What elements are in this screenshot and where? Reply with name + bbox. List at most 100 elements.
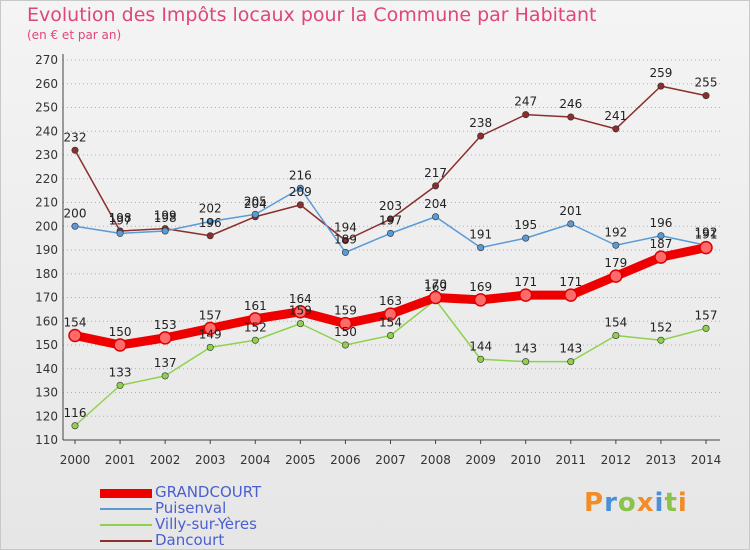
data-point xyxy=(473,293,488,307)
y-tick-label: 220 xyxy=(35,172,58,186)
x-tick-label: 2001 xyxy=(105,453,136,467)
data-label: 170 xyxy=(424,278,447,292)
y-tick-label: 260 xyxy=(35,77,58,91)
x-tick-label: 2005 xyxy=(285,453,316,467)
data-label: 144 xyxy=(469,339,492,353)
data-label: 202 xyxy=(199,202,222,216)
proxiti-logo: Proxiti xyxy=(584,488,688,518)
y-tick-label: 240 xyxy=(35,124,58,138)
data-point xyxy=(567,220,575,228)
data-label: 154 xyxy=(64,316,87,330)
data-point xyxy=(657,82,665,90)
data-point xyxy=(251,210,259,218)
x-tick-label: 2014 xyxy=(691,453,722,467)
data-point xyxy=(567,358,575,366)
data-point xyxy=(567,113,575,121)
logo-letter: P xyxy=(584,488,605,518)
x-tick-label: 2006 xyxy=(330,453,361,467)
data-label: 199 xyxy=(154,209,177,223)
y-tick-label: 140 xyxy=(35,362,58,376)
data-label: 241 xyxy=(604,109,627,123)
data-label: 154 xyxy=(604,316,627,330)
x-tick-label: 2011 xyxy=(556,453,587,467)
data-point xyxy=(113,338,127,352)
data-label: 198 xyxy=(154,211,177,225)
data-label: 163 xyxy=(379,294,402,308)
data-label: 161 xyxy=(244,299,267,313)
data-label: 191 xyxy=(695,228,718,242)
data-label: 164 xyxy=(289,292,312,306)
data-label: 238 xyxy=(469,116,492,130)
legend-swatch xyxy=(100,508,152,510)
data-label: 217 xyxy=(424,166,447,180)
chart-title: Evolution des Impôts locaux pour la Comm… xyxy=(27,4,597,26)
legend-label: Puisenval xyxy=(155,499,227,517)
data-point xyxy=(158,331,172,345)
data-point xyxy=(71,222,79,230)
data-point xyxy=(296,320,304,328)
y-tick-label: 120 xyxy=(35,409,58,423)
data-point xyxy=(386,331,394,339)
data-label: 192 xyxy=(604,225,627,239)
data-point xyxy=(383,307,398,321)
data-label: 152 xyxy=(649,320,672,334)
x-tick-label: 2010 xyxy=(510,453,541,467)
legend-swatch xyxy=(100,524,152,526)
data-point xyxy=(251,336,259,344)
legend-label: GRANDCOURT xyxy=(155,483,262,501)
data-point xyxy=(338,316,353,331)
data-label: 150 xyxy=(109,325,132,339)
data-label: 200 xyxy=(64,206,87,220)
x-tick-label: 2009 xyxy=(465,453,496,467)
data-label: 259 xyxy=(649,66,672,80)
legend-label: Villy-sur-Yères xyxy=(155,515,257,533)
data-label: 201 xyxy=(559,204,582,218)
data-label: 152 xyxy=(244,320,267,334)
legend-label: Dancourt xyxy=(155,531,225,549)
data-point xyxy=(564,288,578,302)
x-tick-label: 2003 xyxy=(195,453,226,467)
data-point xyxy=(71,146,79,154)
x-tick-label: 2000 xyxy=(60,453,91,467)
data-point xyxy=(248,312,263,326)
y-tick-label: 150 xyxy=(35,338,58,352)
data-point xyxy=(657,336,665,344)
data-point xyxy=(206,218,214,226)
y-tick-label: 200 xyxy=(35,219,58,233)
data-point xyxy=(68,328,82,343)
chart-subtitle: (en € et par an) xyxy=(27,28,122,42)
data-label: 189 xyxy=(334,232,357,246)
legend-swatch xyxy=(100,540,152,542)
data-point xyxy=(161,372,169,380)
logo-letter: r xyxy=(604,488,618,518)
data-point xyxy=(699,240,713,255)
data-label: 179 xyxy=(604,256,627,270)
data-point xyxy=(296,201,304,209)
data-label: 159 xyxy=(289,304,312,318)
data-label: 192 xyxy=(695,225,718,239)
data-label: 137 xyxy=(154,356,177,370)
y-tick-label: 130 xyxy=(35,386,58,400)
data-point xyxy=(522,234,530,242)
y-tick-label: 160 xyxy=(35,314,58,328)
data-label: 197 xyxy=(109,213,132,227)
data-label: 205 xyxy=(244,194,267,208)
data-label: 149 xyxy=(199,327,222,341)
y-tick-label: 210 xyxy=(35,196,58,210)
data-label: 143 xyxy=(559,342,582,356)
data-point xyxy=(477,355,485,363)
x-tick-label: 2007 xyxy=(375,453,406,467)
data-label: 169 xyxy=(424,280,447,294)
data-label: 203 xyxy=(379,199,402,213)
data-point xyxy=(296,184,304,192)
y-tick-label: 190 xyxy=(35,243,58,257)
data-label: 157 xyxy=(695,308,718,322)
data-label: 247 xyxy=(514,95,537,109)
data-label: 198 xyxy=(109,211,132,225)
data-point xyxy=(477,244,485,252)
data-label: 187 xyxy=(649,237,672,251)
data-point xyxy=(432,213,440,221)
data-point xyxy=(654,250,668,264)
data-label: 143 xyxy=(514,342,537,356)
